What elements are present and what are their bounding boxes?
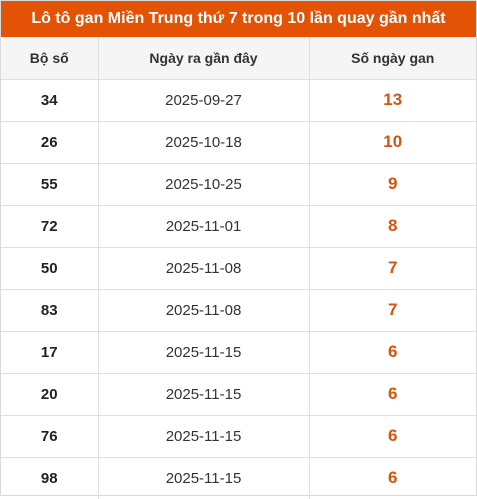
number-cell: 76 — [1, 415, 98, 458]
table-title: Lô tô gan Miền Trung thứ 7 trong 10 lần … — [1, 1, 476, 37]
table-row: 76 2025-11-15 6 — [1, 415, 476, 458]
gap-cell: 7 — [308, 247, 476, 290]
table-row: 34 2025-09-27 13 — [1, 79, 476, 122]
gap-cell: 8 — [308, 205, 476, 248]
number-cell: 20 — [1, 373, 98, 416]
table-row: 26 2025-10-18 10 — [1, 121, 476, 164]
date-cell: 2025-11-15 — [97, 457, 309, 499]
number-cell: 83 — [1, 289, 98, 332]
date-cell: 2025-11-15 — [97, 331, 309, 374]
date-cell: 2025-11-15 — [97, 373, 309, 416]
gap-cell: 13 — [308, 79, 476, 122]
table-row: 50 2025-11-08 7 — [1, 247, 476, 290]
date-cell: 2025-11-08 — [97, 247, 309, 290]
header-gap-days: Số ngày gan — [308, 37, 476, 80]
table-row: 72 2025-11-01 8 — [1, 205, 476, 248]
date-cell: 2025-11-08 — [97, 289, 309, 332]
gap-cell: 6 — [308, 457, 476, 499]
header-last-date: Ngày ra gần đây — [97, 37, 309, 80]
header-number: Bộ số — [1, 37, 98, 80]
date-cell: 2025-09-27 — [97, 79, 309, 122]
number-cell: 98 — [40, 469, 58, 487]
gap-cell: 6 — [308, 331, 476, 374]
table-header-row: Bộ số Ngày ra gần đây Số ngày gan — [1, 37, 476, 80]
table-row: 55 2025-10-25 9 — [1, 163, 476, 206]
gap-cell: 10 — [308, 121, 476, 164]
table-row: 20 2025-11-15 6 — [1, 373, 476, 416]
number-cell: 17 — [1, 331, 98, 374]
gap-cell: 6 — [308, 373, 476, 416]
gap-cell: 7 — [308, 289, 476, 332]
number-cell: 55 — [1, 163, 98, 206]
date-cell: 2025-11-01 — [97, 205, 309, 248]
table-row: 83 2025-11-08 7 — [1, 289, 476, 332]
table-row: 98 2025-11-15 6 — [1, 457, 476, 499]
number-cell: 26 — [1, 121, 98, 164]
number-cell: 72 — [1, 205, 98, 248]
number-cell: 34 — [1, 79, 98, 122]
gap-cell: 6 — [308, 415, 476, 458]
table-body: 34 2025-09-27 13 26 2025-10-18 10 55 2025-10-25… — [1, 79, 476, 499]
table-row: 17 2025-11-15 6 — [1, 331, 476, 374]
date-cell: 2025-10-25 — [97, 163, 309, 206]
gap-cell: 9 — [308, 163, 476, 206]
number-cell: 50 — [1, 247, 98, 290]
lo-gan-table: Bộ số Ngày ra gần đây Số ngày gan 34 2025… — [1, 37, 476, 499]
date-cell: 2025-10-18 — [97, 121, 309, 164]
date-cell: 2025-11-15 — [97, 415, 309, 458]
